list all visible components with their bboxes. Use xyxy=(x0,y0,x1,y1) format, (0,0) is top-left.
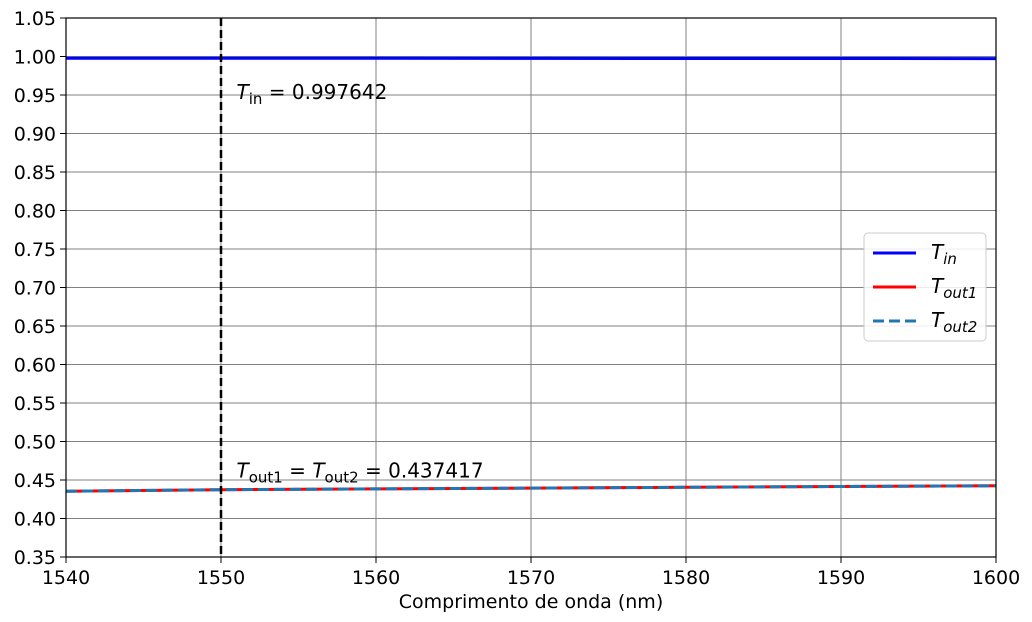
x-axis-title: Comprimento de onda (nm) xyxy=(399,591,663,613)
legend: Tin Tout1 Tout2 xyxy=(863,232,987,342)
axis-ticks: 1540 1550 1560 1570 1580 1590 1600 0.35 0.40 0.45… xyxy=(14,8,1020,589)
y-tick-label: 1.05 xyxy=(14,8,56,30)
grid xyxy=(65,17,997,558)
y-tick-label: 0.70 xyxy=(14,278,56,300)
y-tick-label: 0.55 xyxy=(14,393,56,415)
legend-label-out2: Tout2 xyxy=(931,308,977,336)
y-tick-label: 0.45 xyxy=(14,470,56,492)
series-line-out2 xyxy=(65,484,997,493)
annotations: Tin = 0.997642 Tout1 = Tout2 = 0.437417 xyxy=(237,80,484,487)
legend-label-out1: Tout1 xyxy=(931,274,977,302)
x-tick-label: 1550 xyxy=(197,567,245,589)
legend-label-in: Tin xyxy=(931,240,957,268)
y-tick-label: 1.00 xyxy=(14,47,56,69)
x-tick-label: 1580 xyxy=(662,567,710,589)
x-tick-label: 1540 xyxy=(42,567,90,589)
y-tick-label: 0.60 xyxy=(14,355,56,377)
x-tick-label: 1590 xyxy=(817,567,865,589)
annotation-tin: Tin = 0.997642 xyxy=(237,80,388,108)
y-tick-label: 0.40 xyxy=(14,509,56,531)
y-tick-label: 0.75 xyxy=(14,239,56,261)
y-tick-label: 0.50 xyxy=(14,432,56,454)
y-tick-label: 0.80 xyxy=(14,201,56,223)
annotation-tout: Tout1 = Tout2 = 0.437417 xyxy=(237,459,484,487)
y-tick-label: 0.90 xyxy=(14,124,56,146)
x-tick-label: 1600 xyxy=(972,567,1020,589)
x-tick-label: 1560 xyxy=(352,567,400,589)
y-tick-label: 0.85 xyxy=(14,162,56,184)
y-tick-label: 0.95 xyxy=(14,85,56,107)
legend-box xyxy=(863,232,987,342)
y-tick-label: 0.65 xyxy=(14,316,56,338)
x-tick-label: 1570 xyxy=(507,567,555,589)
y-tick-label: 0.35 xyxy=(14,547,56,569)
